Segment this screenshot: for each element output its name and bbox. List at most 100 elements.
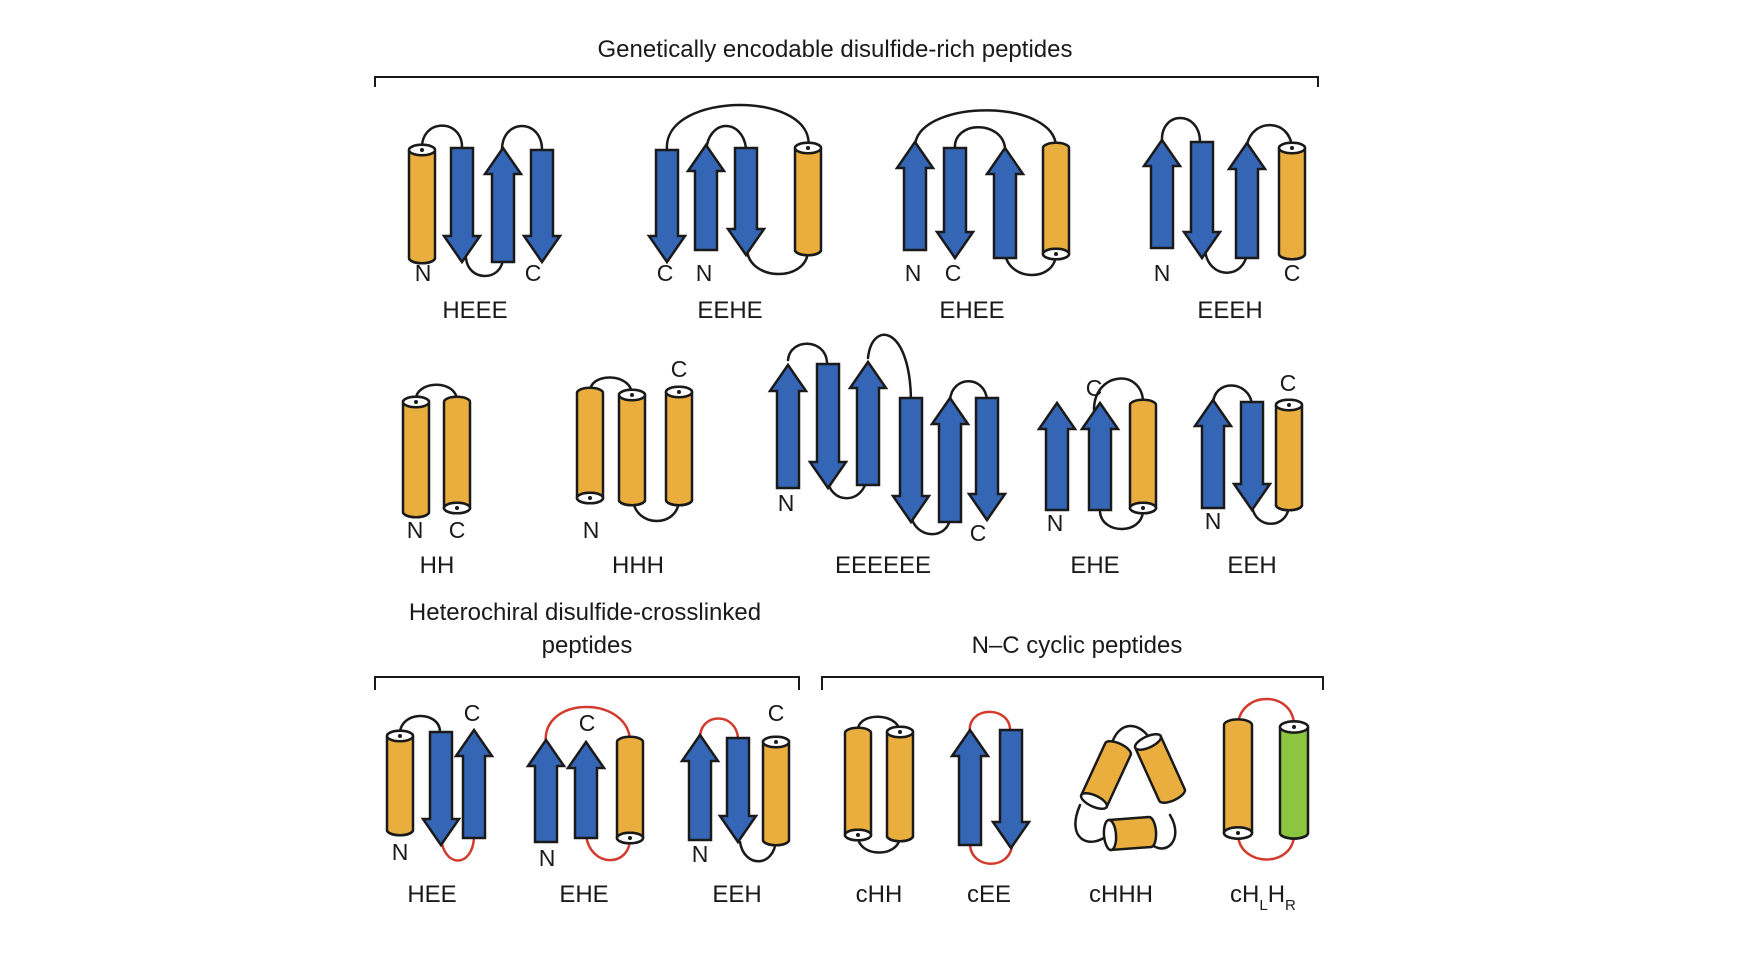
topology-label-ehe: EHE [1070,552,1119,579]
loop-ehe-2 [1098,508,1145,531]
loop-heee-1 [420,124,464,152]
c-terminus-hee-heterochiral: C [464,700,481,726]
n-terminus-hh: N [407,517,424,543]
topology-label-eeeh: EEEH [1197,297,1262,324]
strand-ehee-3 [984,145,1026,260]
loop-eeeeee-5 [948,380,989,402]
section-title-heterochiral-line1: Heterochiral disulfide-crosslinked [409,599,761,626]
loop-eehe-3 [745,248,810,276]
helix-chh-2 [885,725,915,843]
topology-label-eeeeee: EEEEEE [835,552,931,579]
helix-chhh-1 [1079,740,1133,811]
loop-ehe-het-2 [584,833,632,862]
bracket-genetic [374,76,1319,87]
c-terminus-eehe: C [657,260,674,286]
c-terminus-eeh-heterochiral: C [768,700,785,726]
loop-eeeeee-3 [866,333,913,402]
n-terminus-eehe: N [696,260,713,286]
n-terminus-heee: N [415,260,432,286]
c-terminus-ehee: C [945,260,962,286]
strand-eeh-1 [1192,397,1234,510]
strand-eeeeee-4 [890,396,932,525]
helix-hh-1 [401,395,431,519]
loop-heee-2 [464,256,505,278]
helix-hee-het-1 [385,729,415,837]
topology-label-heee: HEEE [442,297,507,324]
strand-hee-het-2 [453,727,495,840]
n-terminus-ehe: N [1047,510,1064,536]
strand-eeeeee-2 [807,362,849,491]
strand-heee-1 [441,146,483,265]
section-title-genetic: Genetically encodable disulfide-rich pep… [598,36,1073,63]
loop-cee-2 [968,843,1014,865]
loop-eeeh-2 [1203,248,1249,274]
topology-label-chlhr: cHLHR [1230,881,1296,914]
loop-eeeh-3 [1245,123,1294,150]
c-terminus-ehe: C [1086,375,1103,401]
loop-eehe-2 [704,124,748,154]
topology-label-cee: cEE [967,881,1011,908]
strand-eehe-2 [685,142,727,252]
loop-eeeh-1 [1160,116,1202,144]
n-terminus-eeeeee: N [778,490,795,516]
helix-chlhr-left [1222,718,1254,840]
strand-heee-2 [482,145,524,264]
loop-chhh-2 [1074,803,1110,843]
strand-cee-2 [990,728,1032,851]
shapes-layer [385,137,1310,852]
section-title-heterochiral-line2: peptides [542,632,633,659]
loop-ehee-1 [913,109,1058,152]
helix-ehe-1 [1128,398,1158,515]
n-terminus-ehe-heterochiral: N [539,845,556,871]
helix-hhh-3 [664,385,694,507]
loop-ehee-3 [1003,252,1058,277]
topology-label-chhh: cHHH [1089,881,1153,908]
loop-ehe-het-1 [544,705,632,746]
strand-eeeeee-5 [929,395,971,524]
loop-chlhr-1 [1236,697,1296,729]
loop-eeh-het-1 [698,717,740,740]
n-terminus-eeeh: N [1154,260,1171,286]
c-terminus-eeh: C [1280,370,1297,396]
topology-label-ehe-heterochiral: EHE [559,881,608,908]
loop-heee-3 [500,124,544,152]
topology-label-eeh-heterochiral: EEH [712,881,761,908]
helix-hhh-2 [617,388,647,507]
loop-ehee-2 [953,126,1007,152]
c-terminus-hh: C [449,517,466,543]
c-terminus-eeeh: C [1284,260,1301,286]
loop-hee-het-1 [398,714,442,738]
topology-label-eeh: EEH [1227,552,1276,579]
strand-ehee-2 [934,146,976,261]
strand-ehe-1 [1036,400,1078,512]
chlhr-base-1: cH [1230,881,1259,908]
strand-ehee-1 [894,139,936,252]
loop-eeeeee-1 [786,342,829,364]
loop-cee-1 [968,710,1012,735]
n-terminus-hhh: N [583,517,600,543]
strand-eeeh-1 [1141,137,1183,250]
loop-eeh-het-2 [738,838,778,863]
chlhr-base-2: H [1268,881,1285,908]
helix-chlhr-right [1278,720,1310,840]
c-terminus-eeeeee: C [970,520,987,546]
topology-label-hh: HH [420,552,455,579]
topology-label-chh: cHH [856,881,903,908]
strand-eehe-1 [646,148,688,265]
n-terminus-eeh: N [1205,508,1222,534]
strand-ehe-het-2 [565,739,607,840]
topology-label-hee-heterochiral: HEE [407,881,456,908]
loop-eeh-2 [1250,503,1291,525]
helix-hhh-1 [575,386,605,505]
helix-hh-2 [442,395,472,515]
strand-eeeeee-6 [966,396,1008,523]
helix-chhh-3 [1102,815,1158,852]
chlhr-subscript-1: L [1259,897,1267,914]
loop-chlhr-2 [1236,831,1296,861]
helix-ehe-het-1 [615,735,645,845]
helix-eeh-het-1 [761,735,791,847]
strand-cee-1 [949,727,991,847]
strand-hee-het-1 [420,730,462,848]
n-terminus-hee-heterochiral: N [392,839,409,865]
